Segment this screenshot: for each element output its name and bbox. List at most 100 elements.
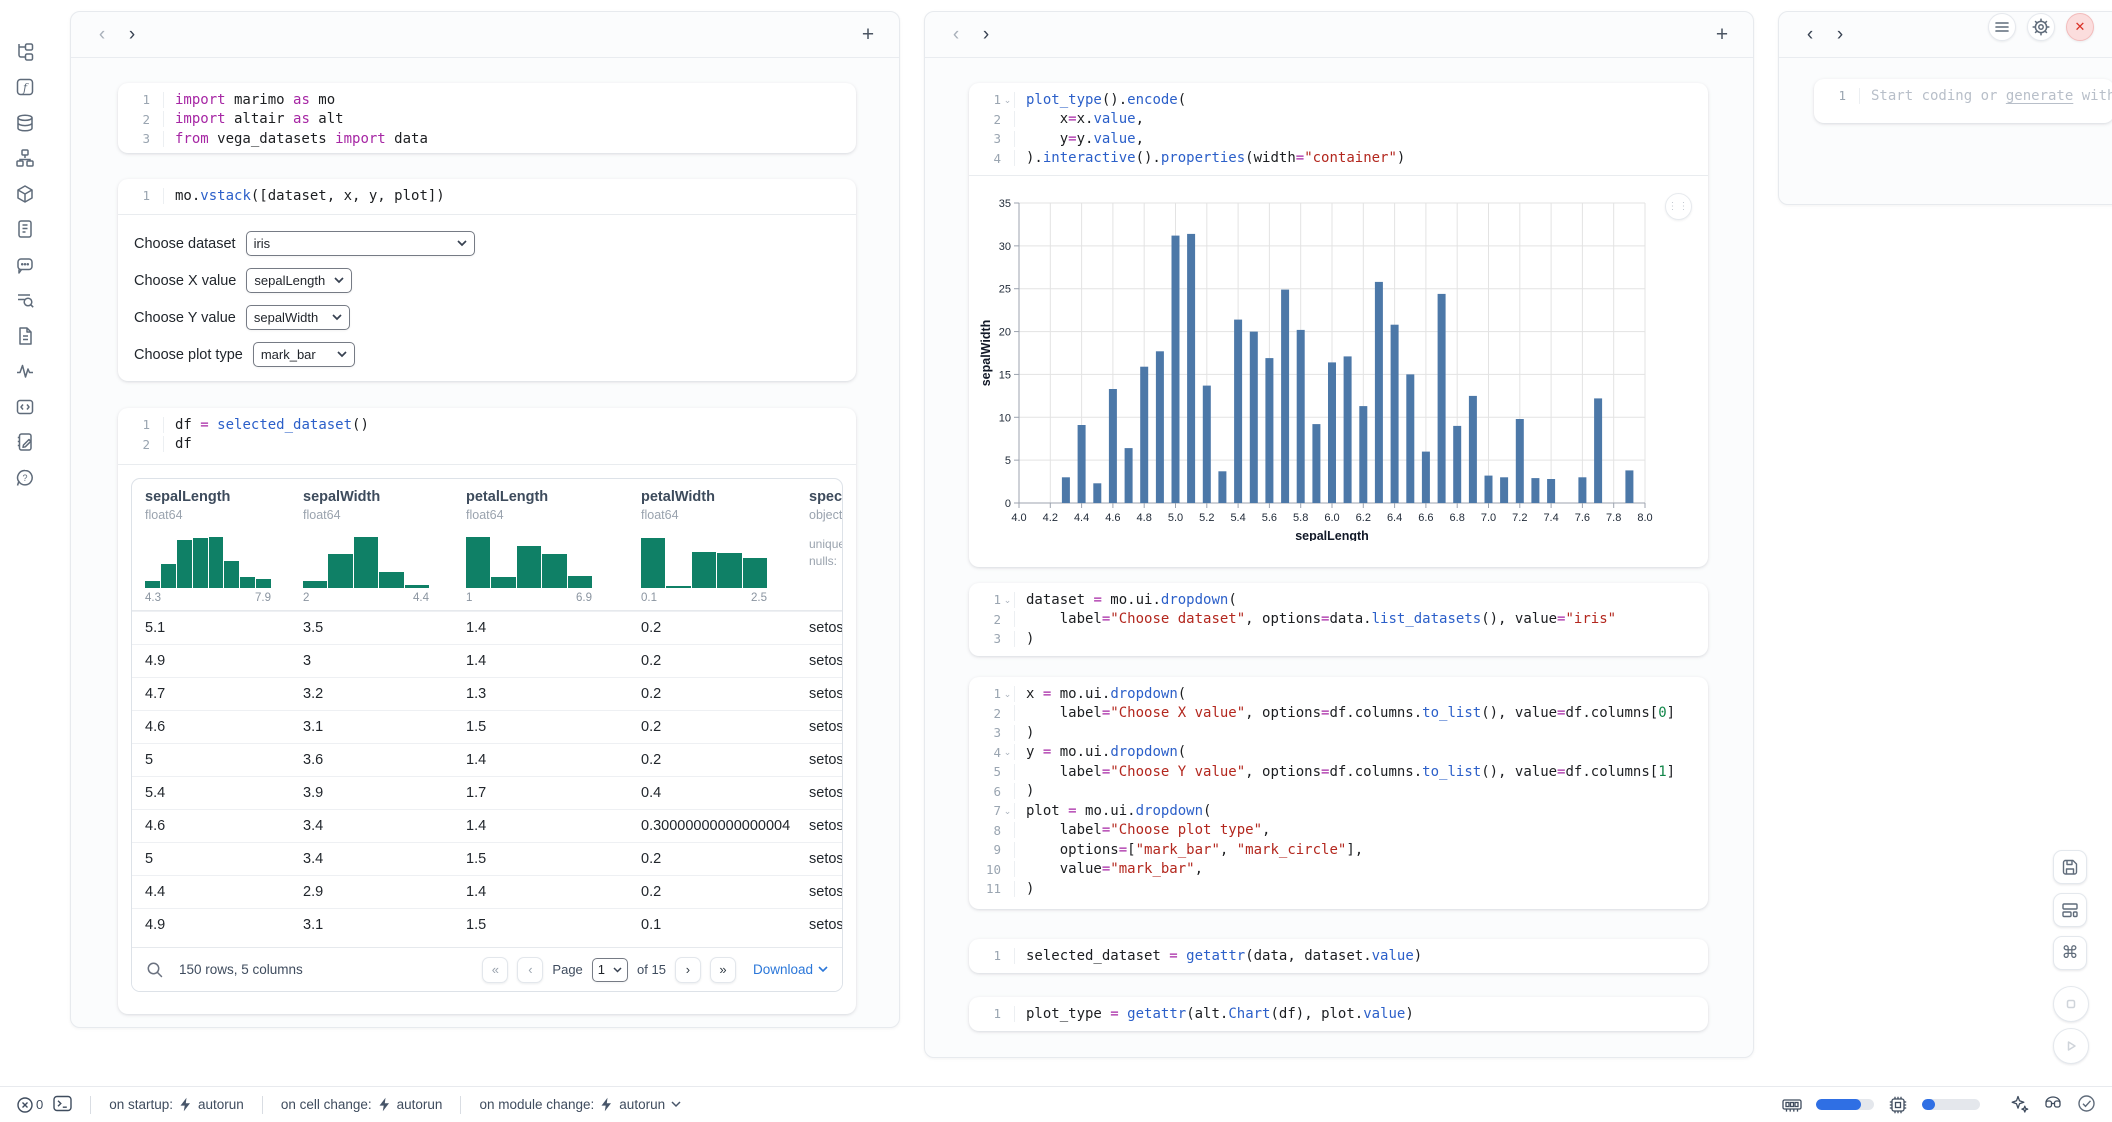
- column-name[interactable]: sepalLength: [145, 489, 289, 505]
- code-editor[interactable]: 1plot_type = getattr(alt.Chart(df), plot…: [969, 997, 1708, 1031]
- fold-chevron-icon[interactable]: ⌄: [1001, 596, 1014, 604]
- first-page-button[interactable]: «: [482, 957, 508, 983]
- shutdown-button[interactable]: ✕: [2066, 13, 2094, 41]
- sidebar-item-ai-chat[interactable]: [10, 251, 40, 281]
- code-editor[interactable]: 1⌄plot_type().encode(2 x=x.value,3 y=y.v…: [969, 83, 1708, 175]
- layout-button[interactable]: [2053, 893, 2087, 927]
- copilot-button[interactable]: [2043, 1094, 2063, 1115]
- column-histogram[interactable]: [303, 532, 429, 588]
- code-cell-selected-dataset[interactable]: 1selected_dataset = getattr(data, datase…: [969, 939, 1708, 973]
- column-histogram[interactable]: [466, 532, 592, 588]
- column-petalLength[interactable]: petalLengthfloat6416.9: [466, 489, 641, 604]
- column-name[interactable]: sepalWidth: [303, 489, 452, 505]
- download-button[interactable]: Download: [753, 962, 828, 977]
- runtime-config-on-cell-change[interactable]: on cell change:autorun: [281, 1097, 443, 1112]
- sidebar-item-datasources[interactable]: [10, 109, 40, 139]
- code-line[interactable]: y=y.value,: [1014, 131, 1708, 147]
- fold-chevron-icon[interactable]: ⌄: [1001, 807, 1014, 815]
- code-cell-plot[interactable]: 1⌄plot_type().encode(2 x=x.value,3 y=y.v…: [969, 83, 1708, 567]
- code-line[interactable]: ).interactive().properties(width="contai…: [1014, 150, 1708, 166]
- sidebar-item-documentation[interactable]: [10, 322, 40, 352]
- code-line[interactable]: label="Choose plot type",: [1014, 822, 1708, 838]
- last-page-button[interactable]: »: [710, 957, 736, 983]
- code-editor[interactable]: 1selected_dataset = getattr(data, datase…: [969, 939, 1708, 973]
- chevron-left-icon[interactable]: ‹: [87, 20, 117, 50]
- code-line[interactable]: plot = mo.ui.dropdown(: [1014, 803, 1708, 819]
- code-line[interactable]: ): [1014, 783, 1708, 799]
- code-line[interactable]: import altair as alt: [163, 111, 856, 127]
- sidebar-item-help[interactable]: ?: [10, 464, 40, 494]
- code-line[interactable]: ): [1014, 631, 1708, 647]
- prev-page-button[interactable]: ‹: [517, 957, 543, 983]
- code-line[interactable]: x=x.value,: [1014, 111, 1708, 127]
- table-row[interactable]: 53.61.40.2setosa: [132, 743, 843, 776]
- code-line[interactable]: ): [1014, 881, 1708, 897]
- next-page-button[interactable]: ›: [675, 957, 701, 983]
- column-sepalWidth[interactable]: sepalWidthfloat6424.4: [303, 489, 466, 604]
- keyboard-shortcuts-button[interactable]: ⌘: [2053, 936, 2087, 970]
- table-row[interactable]: 4.63.41.40.30000000000000004setosa: [132, 809, 843, 842]
- code-line[interactable]: label="Choose Y value", options=df.colum…: [1014, 764, 1708, 780]
- empty-code-cell[interactable]: 1 Start coding or generate with: [1814, 79, 2112, 123]
- page-select[interactable]: 1: [592, 958, 628, 982]
- fold-chevron-icon[interactable]: ⌄: [1001, 690, 1014, 698]
- code-line[interactable]: plot_type = getattr(alt.Chart(df), plot.…: [1014, 1006, 1708, 1022]
- code-placeholder[interactable]: Start coding or generate with: [1859, 88, 2112, 104]
- sidebar-item-scratchpad[interactable]: [10, 429, 40, 459]
- chevron-right-icon[interactable]: ›: [117, 20, 147, 50]
- code-cell-imports[interactable]: 1import marimo as mo2import altair as al…: [118, 83, 856, 153]
- table-row[interactable]: 4.42.91.40.2setosa: [132, 875, 843, 908]
- code-cell-xy-plot-dropdowns[interactable]: 1⌄x = mo.ui.dropdown(2 label="Choose X v…: [969, 677, 1708, 909]
- code-line[interactable]: from vega_datasets import data: [163, 131, 856, 147]
- code-line[interactable]: value="mark_bar",: [1014, 861, 1708, 877]
- choose-dataset-select[interactable]: iris: [246, 231, 475, 256]
- choose-plot-type-select[interactable]: mark_bar: [253, 342, 355, 367]
- code-editor[interactable]: 1⌄x = mo.ui.dropdown(2 label="Choose X v…: [969, 677, 1708, 906]
- sidebar-item-logs[interactable]: [10, 216, 40, 246]
- column-petalWidth[interactable]: petalWidthfloat640.12.5: [641, 489, 809, 604]
- altair-bar-chart[interactable]: 4.04.24.44.64.85.05.25.45.65.86.06.26.46…: [977, 181, 1677, 541]
- code-line[interactable]: plot_type().encode(: [1014, 92, 1708, 108]
- sidebar-item-file-explorer[interactable]: [10, 38, 40, 68]
- sidebar-item-packages[interactable]: [10, 180, 40, 210]
- fold-chevron-icon[interactable]: ⌄: [1001, 96, 1014, 104]
- code-cell-dataframe[interactable]: 1df = selected_dataset()2df sepalLengthf…: [118, 408, 856, 1014]
- settings-button[interactable]: [2027, 13, 2055, 41]
- search-icon[interactable]: [146, 961, 164, 979]
- table-row[interactable]: 4.73.21.30.2setosa: [132, 677, 843, 710]
- chevron-right-icon[interactable]: ›: [1825, 20, 1855, 50]
- save-button[interactable]: [2053, 850, 2087, 884]
- fold-chevron-icon[interactable]: ⌄: [1001, 748, 1014, 756]
- sidebar-item-variables[interactable]: [10, 287, 40, 317]
- stop-button[interactable]: [2053, 986, 2089, 1022]
- chevron-left-icon[interactable]: ‹: [1795, 20, 1825, 50]
- code-cell-plot-type[interactable]: 1plot_type = getattr(alt.Chart(df), plot…: [969, 997, 1708, 1031]
- column-name[interactable]: species: [809, 489, 843, 505]
- code-line[interactable]: df = selected_dataset(): [163, 417, 856, 433]
- code-cell-dataset-dropdown[interactable]: 1⌄dataset = mo.ui.dropdown(2 label="Choo…: [969, 583, 1708, 656]
- menu-button[interactable]: [1988, 13, 2016, 41]
- code-line[interactable]: y = mo.ui.dropdown(: [1014, 744, 1708, 760]
- code-line[interactable]: label="Choose dataset", options=data.lis…: [1014, 611, 1708, 627]
- code-editor[interactable]: 1mo.vstack([dataset, x, y, plot]): [118, 179, 856, 213]
- code-line[interactable]: mo.vstack([dataset, x, y, plot]): [163, 188, 856, 204]
- code-editor[interactable]: 1import marimo as mo2import altair as al…: [118, 83, 856, 156]
- table-row[interactable]: 4.931.40.2setosa: [132, 644, 843, 677]
- chart-menu-button[interactable]: ⋮⋮: [1665, 193, 1692, 220]
- choose-x-value-select[interactable]: sepalLength: [246, 268, 352, 293]
- table-row[interactable]: 53.41.50.2setosa: [132, 842, 843, 875]
- add-cell-button[interactable]: +: [1707, 20, 1737, 50]
- code-line[interactable]: label="Choose X value", options=df.colum…: [1014, 705, 1708, 721]
- add-cell-button[interactable]: +: [853, 20, 883, 50]
- code-cell-vstack[interactable]: 1mo.vstack([dataset, x, y, plot]) Choose…: [118, 179, 856, 381]
- sidebar-item-snippets[interactable]: [10, 393, 40, 423]
- connection-status-button[interactable]: [2077, 1094, 2096, 1116]
- terminal-button[interactable]: [53, 1095, 72, 1115]
- table-row[interactable]: 5.13.51.40.2setosa: [132, 611, 843, 644]
- table-row[interactable]: 4.93.11.50.1setosa: [132, 908, 843, 941]
- code-editor[interactable]: 1⌄dataset = mo.ui.dropdown(2 label="Choo…: [969, 583, 1708, 656]
- chevron-left-icon[interactable]: ‹: [941, 20, 971, 50]
- sidebar-item-functions[interactable]: f: [10, 74, 40, 104]
- code-line[interactable]: dataset = mo.ui.dropdown(: [1014, 592, 1708, 608]
- column-histogram[interactable]: [145, 532, 271, 588]
